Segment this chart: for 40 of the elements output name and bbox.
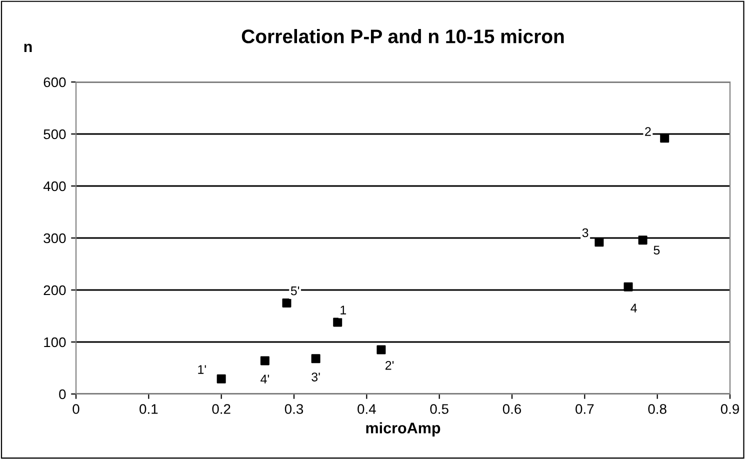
chart-title: Correlation P-P and n 10-15 micron <box>242 29 564 44</box>
y-tick-label: 400 <box>43 181 66 192</box>
x-axis-title: microAmp <box>366 422 440 436</box>
point <box>311 354 320 364</box>
point <box>216 374 226 384</box>
annotation: 4 <box>630 304 637 312</box>
point <box>624 282 633 292</box>
annotation: 4' <box>260 374 269 384</box>
annotation: 3 <box>582 228 588 238</box>
point <box>660 134 670 143</box>
annotation: 1' <box>198 365 206 374</box>
y-tick-label: 0 <box>59 389 66 400</box>
y-axis-title: n <box>24 44 32 52</box>
x-tick-label: 0.4 <box>358 404 376 414</box>
annotation: 5' <box>290 286 300 296</box>
x-tick-label: 0.2 <box>212 404 230 414</box>
x-tick-label: 0.8 <box>648 404 666 414</box>
point <box>594 238 604 247</box>
y-tick-label: 500 <box>44 129 66 140</box>
y-tick-label: 200 <box>44 285 66 296</box>
point <box>376 345 386 354</box>
x-tick-label: 0.5 <box>430 404 448 414</box>
x-tick-label: 0.1 <box>140 404 158 414</box>
annotation: 3' <box>312 372 320 382</box>
point <box>260 356 270 366</box>
point <box>333 318 342 327</box>
y-tick-label: 300 <box>44 233 66 244</box>
point <box>638 236 648 245</box>
x-tick-label: 0.6 <box>502 404 522 414</box>
point <box>282 298 292 308</box>
x-tick-label: 0.3 <box>284 404 304 414</box>
annotation: 2' <box>385 360 394 370</box>
x-tick-label: 0.7 <box>576 404 594 414</box>
annotation: 5 <box>654 246 660 255</box>
x-tick-label: 0 <box>72 404 80 414</box>
annotation: 1 <box>340 306 346 314</box>
y-tick-label: 100 <box>44 337 66 348</box>
y-tick-label: 600 <box>44 77 66 88</box>
x-tick-label: 0.9 <box>720 404 739 414</box>
annotation: 2 <box>645 127 651 136</box>
